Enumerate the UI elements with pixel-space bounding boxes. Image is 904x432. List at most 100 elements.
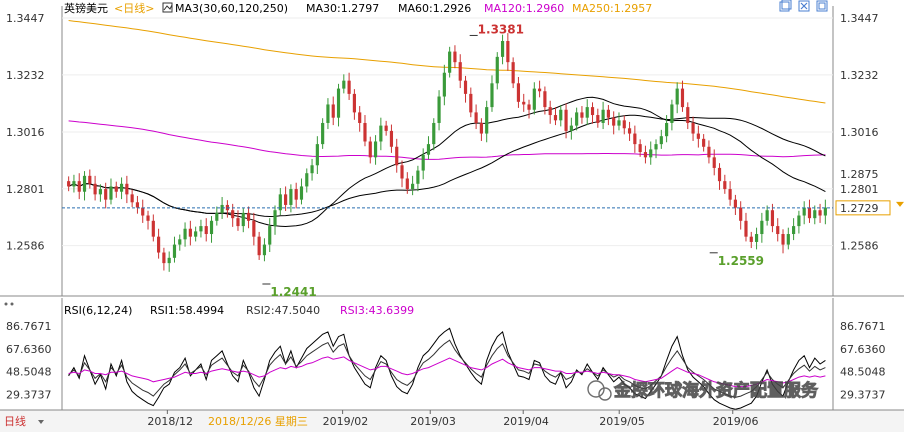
candle	[151, 214, 155, 242]
candle	[527, 99, 531, 119]
annotation-high: 1.3381	[469, 22, 524, 36]
candle	[564, 103, 568, 139]
rsi-y-tick-left: 67.6360	[6, 343, 52, 356]
rsi-title: RSI(6,12,24)	[64, 304, 132, 317]
current-price-box	[835, 200, 891, 216]
candle	[284, 186, 288, 212]
moving-average-lines	[68, 20, 826, 228]
candle	[818, 203, 822, 223]
price-y-tick-right: 1.2586	[840, 240, 879, 253]
candle	[231, 203, 235, 227]
candle	[813, 205, 817, 225]
price-y-axis: 1.3447 1.3447 1.3232 1.3232 1.3016 1.3016 1.28…	[6, 12, 879, 253]
watermark-text: 金探环球海外资产配置服务	[613, 380, 819, 401]
candle	[702, 134, 706, 152]
candle	[432, 118, 436, 151]
candle	[199, 219, 203, 238]
candle	[622, 115, 626, 135]
candle	[294, 182, 298, 209]
candle	[326, 98, 330, 130]
ma60-value: MA60:1.2926	[398, 2, 471, 15]
candle	[141, 199, 145, 223]
candle	[321, 118, 325, 149]
candle	[389, 124, 394, 153]
period-dropdown-icon[interactable]	[38, 420, 44, 424]
candle	[77, 173, 81, 200]
candle	[469, 87, 473, 118]
rsi-y-axis: 86.7671 86.7671 67.6360 67.6360 48.5048 48.50…	[6, 320, 886, 401]
svg-text:1.2441: 1.2441	[270, 285, 316, 299]
rsi-y-tick-right: 67.6360	[840, 343, 886, 356]
candle	[157, 228, 161, 259]
candle	[638, 139, 642, 157]
price-right-labels: 1.2875 1.2729	[835, 168, 904, 216]
candle	[723, 174, 727, 194]
symbol-label: 英镑美元	[64, 1, 108, 15]
ma-toggle-icon[interactable]	[162, 2, 173, 13]
candle	[458, 54, 462, 89]
x-tick-label: 2019/06	[713, 415, 759, 428]
close-panel-icon[interactable]	[798, 0, 810, 12]
candle	[411, 175, 415, 196]
candle	[395, 138, 399, 173]
candle	[172, 236, 177, 263]
candle	[707, 140, 711, 164]
price-y-tick-left: 1.2801	[6, 183, 45, 196]
candle	[241, 208, 245, 233]
candle	[178, 234, 182, 251]
price-y-tick-right: 1.3232	[840, 69, 879, 82]
candle	[733, 194, 737, 215]
watermark: 金探环球海外资产配置服务	[587, 380, 819, 401]
candle	[384, 120, 388, 136]
candle	[670, 99, 674, 131]
candle	[559, 104, 563, 127]
rsi-lines	[68, 327, 826, 410]
expand-panel-icon[interactable]	[816, 0, 828, 12]
rsi3-legend: RSI3:43.6399	[340, 304, 414, 317]
rsi2-legend: RSI2:47.5040	[246, 304, 320, 317]
candle	[93, 175, 97, 201]
candle	[363, 115, 367, 147]
rsi-panel: RSI(6,12,24) RSI1:58.4994 RSI2:47.5040 R…	[4, 298, 886, 410]
ma60-line	[68, 114, 826, 218]
ma120-value: MA120:1.2960	[484, 2, 564, 15]
candle	[649, 141, 653, 165]
candle	[426, 136, 431, 160]
candle	[368, 136, 372, 164]
candle	[760, 212, 764, 243]
rsi-collapse-icon[interactable]	[4, 302, 14, 306]
candle	[352, 89, 356, 120]
candle	[485, 100, 489, 143]
candle	[448, 46, 452, 78]
ma120-right-label: 1.2875	[840, 168, 879, 181]
annotation-low: 1.2441	[262, 283, 317, 299]
candle	[781, 229, 785, 254]
candle	[643, 145, 648, 164]
candle	[590, 102, 595, 124]
candle	[246, 206, 251, 229]
chart-header: 英镑美元 <日线> MA3(30,60,120,250) MA30:1.2797…	[64, 0, 828, 15]
candle	[506, 33, 510, 71]
candle	[792, 218, 796, 241]
price-grid	[62, 17, 833, 247]
candle	[606, 104, 610, 126]
restore-window-icon[interactable]	[779, 0, 792, 12]
candle	[754, 227, 759, 250]
candle	[135, 195, 140, 214]
candle	[336, 83, 341, 127]
candle	[405, 172, 409, 194]
candle	[538, 80, 542, 98]
period-selector[interactable]: 日线	[4, 414, 26, 428]
svg-text:1.2559: 1.2559	[718, 254, 764, 268]
candle	[82, 171, 87, 201]
candle	[347, 72, 351, 100]
candle	[490, 75, 494, 112]
candle	[522, 93, 526, 112]
candle	[659, 129, 663, 149]
candle	[183, 222, 187, 247]
rsi-y-tick-right: 86.7671	[840, 320, 886, 333]
x-tick-label: 2019/02	[323, 415, 369, 428]
candle	[495, 52, 499, 90]
price-y-tick-right: 1.3016	[840, 126, 879, 139]
candle	[453, 45, 457, 69]
